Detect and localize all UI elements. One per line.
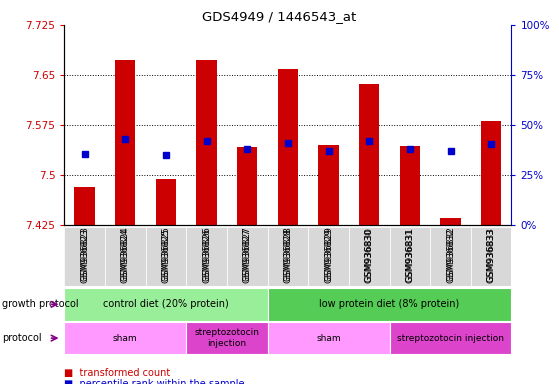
FancyBboxPatch shape [471,227,511,286]
FancyBboxPatch shape [390,322,511,354]
Bar [319,145,339,225]
Text: GSM936832: GSM936832 [446,228,455,283]
Text: GSM936831: GSM936831 [405,228,414,283]
Text: GSM936825: GSM936825 [162,227,170,281]
FancyBboxPatch shape [145,227,186,286]
Text: streptozotocin injection: streptozotocin injection [397,334,504,343]
Bar [196,60,217,225]
Bar [115,60,135,225]
FancyBboxPatch shape [105,227,145,286]
Bar [481,121,501,225]
Text: GSM936823: GSM936823 [80,227,89,281]
Text: GSM936830: GSM936830 [364,228,374,283]
Text: GSM936833: GSM936833 [487,227,496,281]
Text: GSM936830: GSM936830 [364,227,374,281]
FancyBboxPatch shape [308,227,349,286]
FancyBboxPatch shape [64,288,268,321]
Text: ■  percentile rank within the sample: ■ percentile rank within the sample [64,379,245,384]
Text: GSM936827: GSM936827 [243,227,252,281]
Bar [74,187,95,225]
Bar [156,179,176,225]
Bar [440,218,461,225]
FancyBboxPatch shape [186,322,268,354]
Text: GSM936827: GSM936827 [243,228,252,283]
Text: GSM936828: GSM936828 [283,228,292,283]
FancyBboxPatch shape [64,322,186,354]
Text: sham: sham [113,334,138,343]
Text: control diet (20% protein): control diet (20% protein) [103,299,229,310]
Text: GSM936823: GSM936823 [80,228,89,283]
Text: GSM936829: GSM936829 [324,228,333,283]
FancyBboxPatch shape [268,322,390,354]
FancyBboxPatch shape [64,227,105,286]
Text: GSM936826: GSM936826 [202,228,211,283]
Text: protocol: protocol [2,333,42,343]
Text: sham: sham [316,334,341,343]
Text: GSM936833: GSM936833 [487,228,496,283]
FancyBboxPatch shape [430,227,471,286]
FancyBboxPatch shape [268,288,511,321]
Text: GSM936826: GSM936826 [202,227,211,281]
Text: GDS4949 / 1446543_at: GDS4949 / 1446543_at [202,10,357,23]
Bar [237,147,257,225]
FancyBboxPatch shape [390,227,430,286]
Text: GSM936828: GSM936828 [283,227,292,281]
Text: GSM936825: GSM936825 [162,228,170,283]
FancyBboxPatch shape [186,227,227,286]
Text: low protein diet (8% protein): low protein diet (8% protein) [319,299,459,310]
FancyBboxPatch shape [349,227,390,286]
Text: GSM936831: GSM936831 [405,227,414,281]
Text: GSM936832: GSM936832 [446,227,455,281]
Text: GSM936824: GSM936824 [121,227,130,281]
Text: streptozotocin
injection: streptozotocin injection [195,328,259,348]
Bar [278,69,298,225]
Text: growth protocol: growth protocol [2,299,79,310]
Text: GSM936824: GSM936824 [121,228,130,283]
FancyBboxPatch shape [227,227,268,286]
Bar [400,146,420,225]
FancyBboxPatch shape [268,227,308,286]
Text: ■  transformed count: ■ transformed count [64,368,170,378]
Bar [359,84,380,225]
Text: GSM936829: GSM936829 [324,227,333,281]
